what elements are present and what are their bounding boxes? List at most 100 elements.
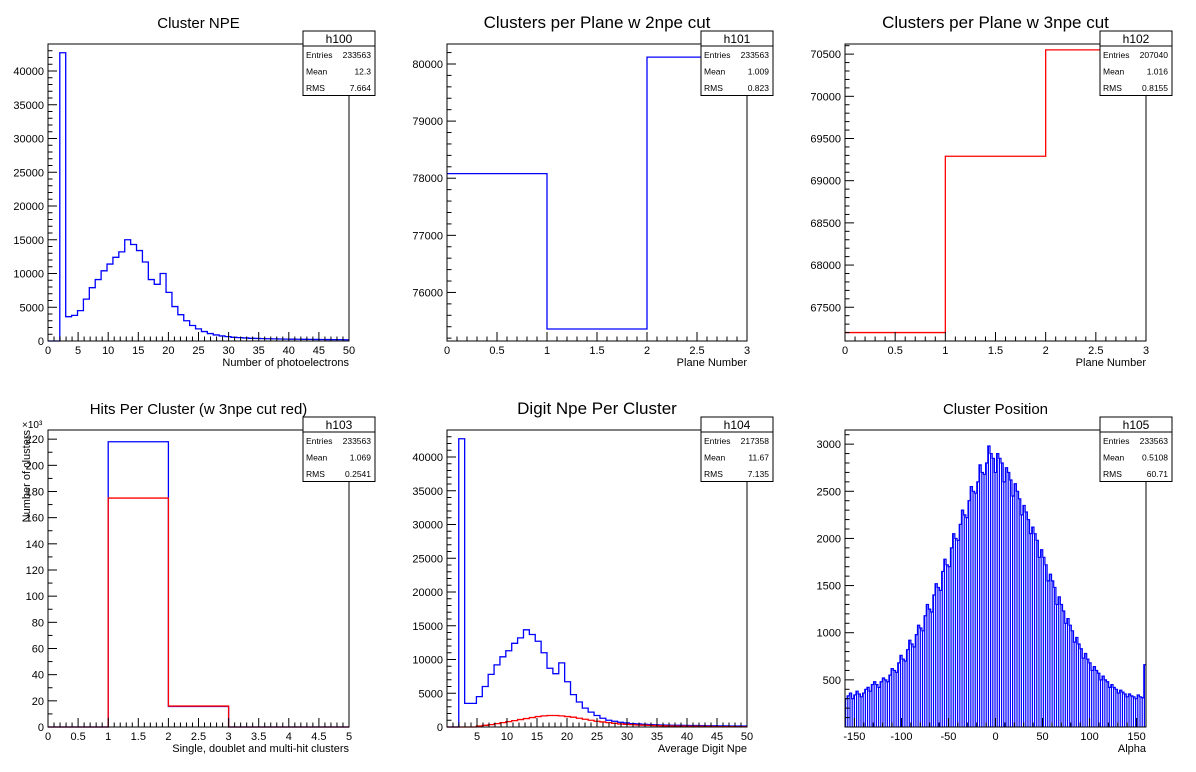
stats-box: h104 Entries 217358 Mean 11.67 RMS 7.135 xyxy=(700,416,774,482)
histogram-bar xyxy=(845,698,847,727)
y-tick-label: 77000 xyxy=(412,230,443,242)
x-tick-label: 2.5 xyxy=(191,731,206,743)
histogram-bar xyxy=(950,547,952,727)
x-tick-label: 2.5 xyxy=(1088,345,1103,357)
stats-key: RMS xyxy=(306,469,325,479)
histogram-bar xyxy=(1029,533,1031,727)
histogram-bar xyxy=(1016,491,1018,727)
x-tick-label: 25 xyxy=(192,345,204,357)
histogram-bar xyxy=(862,693,864,727)
x-tick-label: 10 xyxy=(501,731,513,743)
stats-value: 60.71 xyxy=(1147,469,1169,479)
histogram-bar xyxy=(1062,611,1064,727)
stats-box: h103 Entries 233563 Mean 1.069 RMS 0.2541 xyxy=(302,416,376,482)
stats-key: RMS xyxy=(704,469,723,479)
histogram-bar xyxy=(1093,666,1095,727)
histogram-bar xyxy=(869,691,871,727)
histogram-bar xyxy=(990,453,992,727)
stats-key: Entries xyxy=(1103,50,1129,60)
histogram-bar xyxy=(882,677,884,727)
x-tick-label: 30 xyxy=(621,731,633,743)
y-tick-label: 68000 xyxy=(810,260,841,272)
x-tick-label: 45 xyxy=(313,345,325,357)
histogram-bar xyxy=(1135,698,1137,727)
histogram-bar xyxy=(968,500,970,727)
x-tick-label: 0 xyxy=(842,345,848,357)
x-tick-label: 3.5 xyxy=(251,731,266,743)
y-tick-label: 60 xyxy=(32,643,44,655)
histogram-series-line xyxy=(447,56,747,330)
histogram-panel: Cluster NPE 0 5 10 15 20 25 30 35 40 45 50 0 5000 1000… xyxy=(13,15,376,369)
histogram-bar xyxy=(965,517,968,727)
histogram-bar xyxy=(1124,694,1126,727)
histogram-bar xyxy=(1077,644,1080,727)
histogram-bar xyxy=(1108,687,1110,727)
histogram-bar xyxy=(1038,557,1040,727)
histogram-bar xyxy=(1088,662,1091,727)
histogram-bar xyxy=(884,679,886,727)
x-tick-label: 5 xyxy=(75,345,81,357)
y-tick-label: 78000 xyxy=(412,173,443,185)
x-tick-label: 15 xyxy=(531,731,543,743)
histogram-bar xyxy=(1020,514,1022,727)
stats-value: 0.5108 xyxy=(1142,453,1168,463)
x-tick-label: -150 xyxy=(843,731,865,743)
x-tick-label: 5 xyxy=(474,731,480,743)
stats-key: Entries xyxy=(306,436,332,446)
histogram-bar xyxy=(1009,479,1011,727)
histogram-series-line xyxy=(48,52,349,342)
x-tick-label: 50 xyxy=(741,731,753,743)
stats-box-frame xyxy=(302,416,376,482)
x-tick-label: 25 xyxy=(591,731,603,743)
y-tick-label: 35000 xyxy=(412,486,443,498)
x-tick-label: 35 xyxy=(253,345,265,357)
histogram-bar xyxy=(866,687,869,727)
stats-name: h100 xyxy=(326,32,353,46)
y-tick-label: 10000 xyxy=(412,655,443,667)
y-tick-label: 2000 xyxy=(817,533,841,545)
histogram-bar xyxy=(1119,690,1121,727)
histogram-bar xyxy=(957,540,959,727)
y-tick-label: 25000 xyxy=(13,167,44,179)
stats-value: 233563 xyxy=(343,436,372,446)
histogram-bar xyxy=(972,491,974,727)
histogram-bar xyxy=(926,604,928,727)
stats-value: 11.67 xyxy=(748,453,769,463)
histogram-bar xyxy=(1022,505,1025,727)
histogram-bar xyxy=(1132,696,1135,727)
stats-key: Mean xyxy=(704,67,726,77)
histogram-bar xyxy=(1069,625,1071,727)
histogram-bar xyxy=(888,675,891,727)
histogram-bar xyxy=(1055,604,1058,727)
stats-key: Entries xyxy=(1103,436,1129,446)
stats-value: 233563 xyxy=(741,50,770,60)
x-tick-label: 150 xyxy=(1127,731,1145,743)
x-tick-label: 35 xyxy=(651,731,663,743)
x-tick-label: 0 xyxy=(45,731,51,743)
histogram-bar xyxy=(937,587,939,727)
x-tick-label: 1.5 xyxy=(589,345,604,357)
histogram-bar xyxy=(864,689,866,727)
x-tick-label: 3 xyxy=(1143,345,1149,357)
stats-key: RMS xyxy=(1103,469,1122,479)
stats-box: h105 Entries 233563 Mean 0.5108 RMS 60.71 xyxy=(1099,416,1173,482)
x-tick-label: 0.5 xyxy=(70,731,85,743)
y-tick-label: 80 xyxy=(32,617,44,629)
stats-value: 1.069 xyxy=(350,453,372,463)
y-axis-label: Number of clusters xyxy=(21,430,33,523)
histogram-bar xyxy=(994,472,996,727)
stats-key: Entries xyxy=(704,50,730,60)
stats-value: 233563 xyxy=(343,50,372,60)
histogram-bar xyxy=(935,583,937,727)
histogram-bar xyxy=(1104,679,1106,727)
histogram-panel: Clusters per Plane w 2npe cut 0 0.5 1 1.5 2 2.… xyxy=(412,13,774,369)
stats-name: h105 xyxy=(1123,418,1150,432)
histogram-bar xyxy=(860,696,862,727)
y-tick-label: 200 xyxy=(26,460,44,472)
stats-value: 1.016 xyxy=(1147,67,1169,77)
y-exponent-label: ×10³ xyxy=(22,420,43,431)
x-axis-label: Number of photoelectrons xyxy=(222,357,349,369)
histogram-panel: Hits Per Cluster (w 3npe cut red) 0 0.5 1 1.… xyxy=(21,401,376,755)
stats-box-frame xyxy=(700,30,774,96)
